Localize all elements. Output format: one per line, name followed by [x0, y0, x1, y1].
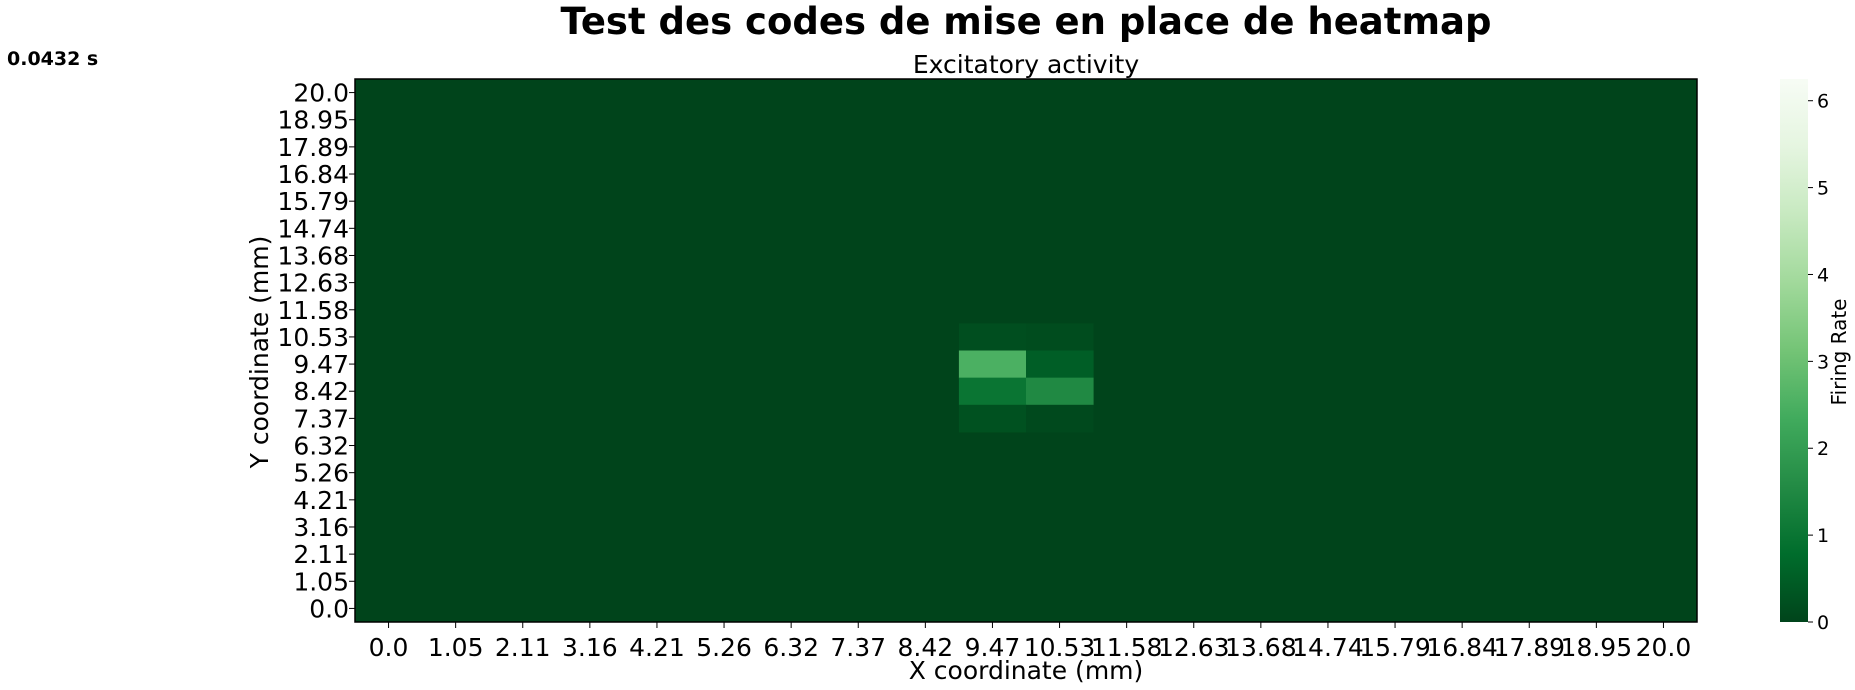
heatmap-cell	[958, 377, 1027, 406]
y-tick-label: 11.58	[277, 296, 349, 325]
y-tick-label: 12.63	[277, 269, 349, 298]
x-tick-label: 8.42	[898, 633, 954, 662]
heatmap-cell	[958, 323, 1027, 351]
y-tick-label: 3.16	[293, 513, 349, 542]
y-tick-label: 17.89	[277, 133, 349, 162]
colorbar-tick-label: 4	[1817, 264, 1829, 286]
colorbar-tick-label: 6	[1817, 91, 1829, 113]
colorbar-tick-label: 2	[1817, 438, 1829, 460]
x-tick-label: 5.26	[696, 633, 752, 662]
y-tick-label: 4.21	[293, 486, 349, 515]
x-axis-label: X coordinate (mm)	[909, 656, 1144, 685]
y-tick-label: 13.68	[277, 241, 349, 270]
y-tick-label: 14.74	[277, 214, 349, 243]
x-tick-label: 10.53	[1024, 633, 1096, 662]
y-tick-label: 6.32	[293, 432, 349, 461]
y-tick-label: 20.0	[293, 79, 349, 108]
heatmap-cell	[1026, 377, 1094, 406]
x-tick-label: 18.95	[1561, 633, 1633, 662]
y-tick-label: 5.26	[293, 459, 349, 488]
y-tick-label: 1.05	[293, 567, 349, 596]
x-tick-label: 12.63	[1158, 633, 1230, 662]
x-tick-label: 16.84	[1426, 633, 1498, 662]
x-tick-label: 20.0	[1636, 633, 1692, 662]
x-tick-label: 11.58	[1091, 633, 1163, 662]
x-tick-label: 1.05	[428, 633, 484, 662]
heatmap-cell	[1026, 350, 1094, 379]
y-axis-ticks: 0.01.052.113.164.215.266.327.378.429.471…	[277, 79, 355, 623]
heatmap-cell	[1026, 404, 1094, 433]
x-tick-label: 0.0	[369, 633, 409, 662]
x-tick-label: 4.21	[629, 633, 685, 662]
y-tick-label: 15.79	[277, 187, 349, 216]
x-tick-label: 9.47	[965, 633, 1021, 662]
x-tick-label: 6.32	[763, 633, 819, 662]
colorbar-tick-label: 3	[1817, 351, 1829, 373]
x-axis-ticks: 0.0 1.05 2.11 3.16 4.21 5.26 6.32 7.37 8.42 9.47 1…	[369, 622, 1692, 662]
timestamp-label: 0.0432 s	[7, 48, 98, 70]
x-tick-label: 7.37	[830, 633, 886, 662]
x-tick-label: 15.79	[1359, 633, 1431, 662]
x-tick-label: 17.89	[1493, 633, 1565, 662]
colorbar-tick-label: 1	[1817, 525, 1829, 547]
x-tick-label: 14.74	[1292, 633, 1364, 662]
colorbar	[1780, 79, 1808, 622]
y-axis-label: Y coordinate (mm)	[245, 236, 274, 470]
chart-title: Excitatory activity	[913, 50, 1139, 79]
y-tick-label: 18.95	[277, 106, 349, 135]
x-tick-label: 2.11	[495, 633, 551, 662]
colorbar-label: Firing Rate	[1827, 299, 1851, 406]
x-tick-label: 13.68	[1225, 633, 1297, 662]
plot-frame	[354, 78, 1698, 623]
colorbar-ticks: 0 1 2 3 4 5 6	[1808, 91, 1829, 634]
figure-title: Test des codes de mise en place de heatm…	[561, 0, 1492, 43]
heatmap-cell	[958, 350, 1027, 379]
y-tick-label: 16.84	[277, 160, 349, 189]
y-tick-label: 10.53	[277, 323, 349, 352]
y-tick-label: 2.11	[293, 540, 349, 569]
heatmap-cell	[958, 404, 1027, 433]
y-tick-label: 7.37	[293, 404, 349, 433]
heatmap-plot-area	[354, 78, 1698, 623]
y-tick-label: 8.42	[293, 377, 349, 406]
y-tick-label: 9.47	[293, 350, 349, 379]
y-tick-label: 0.0	[309, 594, 349, 623]
colorbar-tick-label: 5	[1817, 178, 1829, 200]
heatmap-cell	[1026, 323, 1094, 351]
x-tick-label: 3.16	[562, 633, 618, 662]
colorbar-tick-label: 0	[1817, 612, 1829, 634]
